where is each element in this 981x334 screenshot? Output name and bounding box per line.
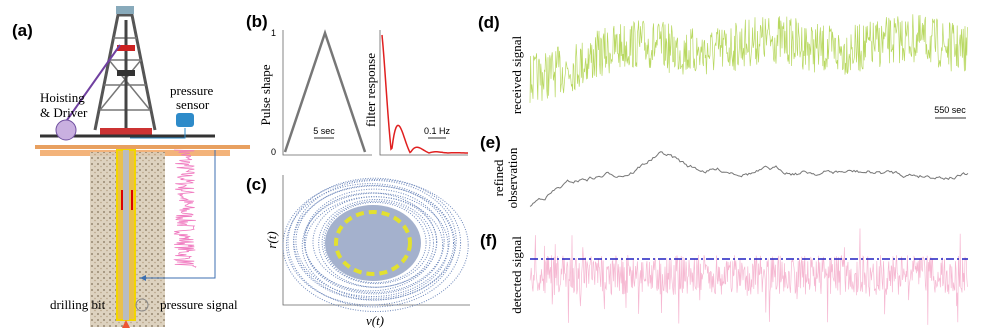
panel-label: (b) — [246, 12, 268, 31]
axis-label: observation — [505, 147, 520, 208]
pressure-trace — [173, 149, 197, 268]
axis-label: v(t) — [366, 313, 384, 328]
ring — [318, 198, 435, 288]
axis-label: r(t) — [264, 231, 279, 248]
axis-label: filter response — [363, 53, 378, 127]
ring — [301, 192, 449, 299]
ring — [303, 188, 445, 293]
panel-label: (f) — [480, 231, 497, 250]
tick-label: 0 — [271, 147, 276, 157]
ring — [293, 180, 457, 301]
axis-label: Pulse shape — [258, 64, 273, 125]
annotation: pressure — [170, 83, 214, 98]
annotation: drilling bit — [50, 297, 106, 312]
panel-label: (d) — [478, 13, 500, 32]
panel-label: (c) — [246, 175, 267, 194]
axis-label: detected signal — [509, 236, 524, 314]
drilling-rig — [35, 6, 250, 328]
received-trace — [529, 14, 968, 103]
detected-trace — [529, 228, 968, 325]
phase-rings — [282, 177, 469, 313]
axis-label: received signal — [509, 35, 524, 114]
panel-label: (a) — [12, 21, 33, 40]
target-ellipse — [334, 210, 412, 276]
annotation: Hoisting — [40, 90, 85, 105]
annotation: sensor — [176, 97, 210, 112]
ring — [285, 183, 456, 306]
scale-label: 5 sec — [313, 126, 335, 136]
scale-label: 550 sec — [934, 105, 966, 115]
pulse-shape — [283, 29, 367, 153]
annotation: & Driver — [40, 105, 88, 120]
filter-curve — [381, 34, 468, 154]
panel-label: (e) — [480, 133, 501, 152]
axis-label: refined — [491, 159, 506, 196]
ring — [304, 192, 438, 292]
annotation: pressure signal — [160, 297, 238, 312]
refined-trace — [529, 151, 969, 207]
tick-label: 1 — [271, 28, 276, 38]
ring — [282, 178, 469, 313]
ring — [323, 201, 427, 284]
ring — [304, 196, 444, 295]
scale-label: 0.1 Hz — [424, 126, 451, 136]
axes — [282, 175, 470, 306]
ring — [321, 200, 431, 285]
ring — [295, 184, 450, 298]
axes — [282, 30, 468, 156]
ring-core — [325, 205, 421, 281]
